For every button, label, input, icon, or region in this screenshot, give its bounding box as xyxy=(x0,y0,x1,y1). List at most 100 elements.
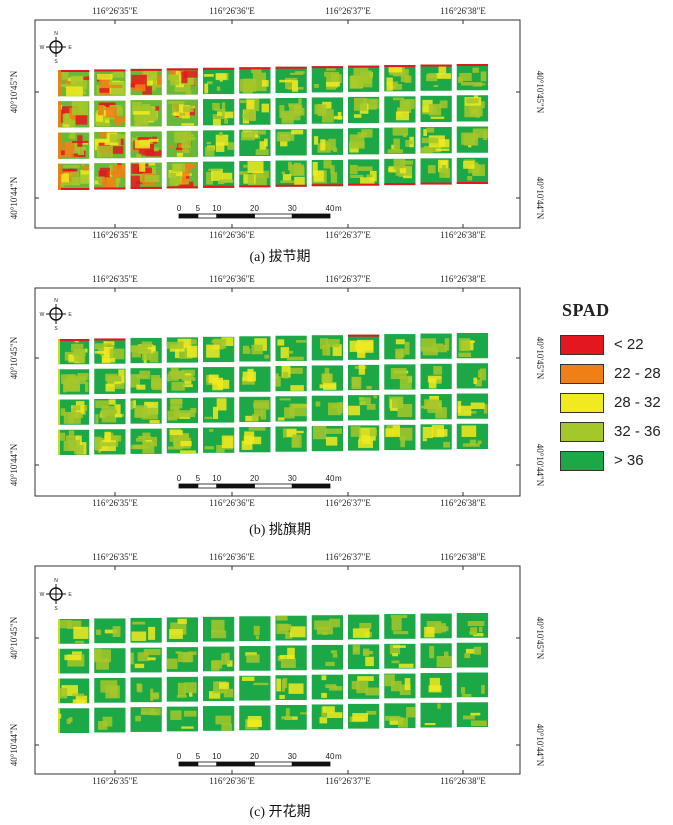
scale-unit: m xyxy=(335,204,342,213)
north-arrow-icon: N S E W xyxy=(40,578,73,612)
legend-label: 32 - 36 xyxy=(614,423,661,440)
map-panel-c: 116°26'35"E 116°26'35"E 116°26'36"E 116°26'… xyxy=(0,546,560,786)
longitude-label-bottom: 116°26'36"E xyxy=(209,776,255,786)
field-plot xyxy=(94,618,126,644)
scale-segment xyxy=(254,213,293,219)
longitude-label-top: 116°26'36"E xyxy=(209,274,255,284)
map-content: 116°26'35"E 116°26'35"E 116°26'36"E 116°26'… xyxy=(9,552,545,786)
scale-segment xyxy=(216,213,255,219)
scale-label: 20 xyxy=(250,474,259,483)
plot-base xyxy=(456,642,488,668)
field-plot xyxy=(384,127,416,154)
field-plot xyxy=(275,704,307,730)
field-plot xyxy=(203,427,235,453)
field-plot xyxy=(58,619,90,644)
field-plot xyxy=(311,335,343,361)
longitude-label-top: 116°26'38"E xyxy=(440,274,486,284)
field-plot xyxy=(348,674,380,699)
field-plot xyxy=(130,647,162,673)
field-plot xyxy=(420,127,452,154)
field-plot xyxy=(203,397,235,423)
field-plot xyxy=(94,69,126,96)
field-plot xyxy=(384,614,416,639)
legend-swatch xyxy=(560,363,604,384)
field-plot xyxy=(58,163,90,190)
scale-label: 20 xyxy=(250,204,259,213)
longitude-label-bottom: 116°26'38"E xyxy=(440,776,486,786)
field-plot xyxy=(203,67,235,95)
field-plot xyxy=(203,646,235,672)
scale-segment xyxy=(197,483,218,489)
longitude-label-top: 116°26'36"E xyxy=(209,552,255,562)
field-plot xyxy=(94,163,126,190)
scale-label: 10 xyxy=(212,204,221,213)
map-content: 116°26'35"E 116°26'35"E 116°26'36"E 116°26'… xyxy=(9,6,545,240)
legend-item-gt36: > 36 xyxy=(560,446,673,475)
field-plot xyxy=(203,336,235,363)
longitude-label-bottom: 116°26'36"E xyxy=(209,230,255,240)
field-plot xyxy=(275,66,307,93)
legend-swatch xyxy=(560,392,604,413)
scale-segment xyxy=(178,483,199,489)
field-plot xyxy=(420,363,452,390)
field-plot xyxy=(311,128,343,155)
scale-label: 40 xyxy=(326,752,335,761)
field-plot xyxy=(420,702,452,728)
field-plot xyxy=(239,98,271,125)
field-plot xyxy=(58,132,90,159)
longitude-label-top: 116°26'35"E xyxy=(92,6,138,16)
scale-label: 30 xyxy=(288,204,297,213)
field-plot xyxy=(384,673,416,699)
field-plot xyxy=(130,368,162,394)
field-plot xyxy=(384,334,416,360)
map-panel-a: 116°26'35"E 116°26'35"E 116°26'36"E 116°26'… xyxy=(0,0,560,240)
field-plot xyxy=(166,647,198,672)
latitude-label-left: 40°10'44"N xyxy=(9,723,19,766)
field-plot xyxy=(58,429,90,455)
field-plot xyxy=(239,616,271,642)
field-plot xyxy=(58,678,90,704)
field-plot xyxy=(384,643,416,669)
field-plot xyxy=(94,398,126,425)
longitude-label-top: 116°26'35"E xyxy=(92,274,138,284)
field-plot xyxy=(384,364,416,390)
scale-segment xyxy=(216,761,255,767)
field-plot xyxy=(311,674,343,700)
field-plot xyxy=(311,66,343,93)
field-plot xyxy=(311,159,343,187)
field-plot xyxy=(166,397,198,424)
compass-e: E xyxy=(68,592,72,598)
field-plot xyxy=(456,672,488,698)
field-plot xyxy=(456,642,488,668)
scale-segment xyxy=(197,213,218,219)
map-frame xyxy=(34,565,521,775)
field-plot xyxy=(203,706,235,731)
latitude-label-right: 40°10'45"N xyxy=(535,617,545,660)
field-plot xyxy=(348,614,380,640)
scale-segment xyxy=(254,483,293,489)
field-plot xyxy=(348,159,380,186)
compass-s: S xyxy=(54,59,58,65)
field-plot xyxy=(166,367,198,393)
field-plot xyxy=(384,158,416,186)
longitude-label-top: 116°26'38"E xyxy=(440,6,486,16)
scale-label: 20 xyxy=(250,752,259,761)
longitude-label-top: 116°26'37"E xyxy=(325,552,371,562)
longitude-label-bottom: 116°26'37"E xyxy=(325,776,371,786)
scale-label: 5 xyxy=(196,752,201,761)
field-plot xyxy=(166,706,198,732)
scale-label: 5 xyxy=(196,474,201,483)
field-plot xyxy=(94,429,126,455)
plot-base xyxy=(348,644,380,670)
latitude-label-left: 40°10'45"N xyxy=(9,616,19,659)
legend-label: < 22 xyxy=(614,336,644,353)
longitude-label-bottom: 116°26'38"E xyxy=(440,498,486,508)
compass-n: N xyxy=(54,298,58,304)
longitude-label-top: 116°26'38"E xyxy=(440,552,486,562)
field-plot xyxy=(58,339,90,365)
compass-s: S xyxy=(54,326,58,332)
field-plot xyxy=(348,128,380,155)
field-plot xyxy=(166,68,198,95)
field-plot xyxy=(94,707,126,733)
longitude-label-top: 116°26'37"E xyxy=(325,6,371,16)
